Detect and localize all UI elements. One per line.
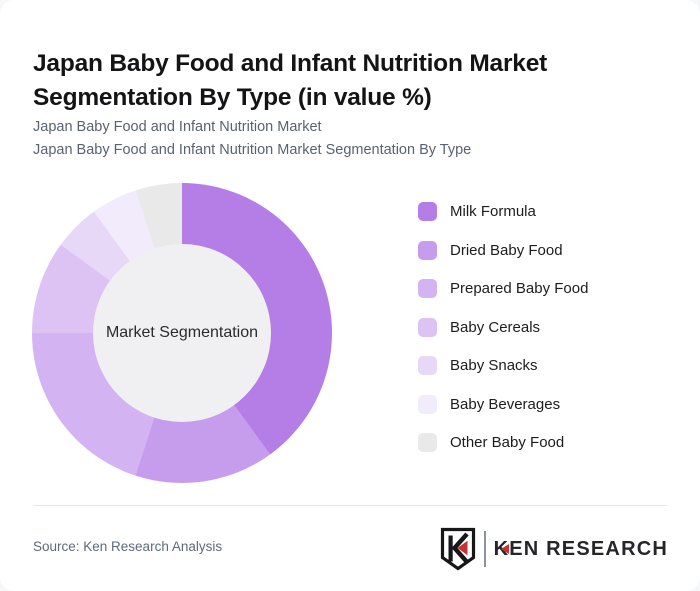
legend-swatch-icon	[418, 433, 437, 452]
chart-legend: Milk Formula Dried Baby Food Prepared Baby…	[418, 202, 588, 452]
legend-label: Baby Snacks	[450, 357, 538, 374]
legend-label: Dried Baby Food	[450, 241, 563, 259]
legend-item: Dried Baby Food	[418, 240, 588, 260]
legend-swatch-icon	[418, 394, 437, 414]
legend-item: Baby Beverages	[418, 394, 588, 414]
chart-subtitle: Japan Baby Food and Infant Nutrition Mar…	[33, 116, 663, 161]
legend-label: Baby Cereals	[450, 318, 541, 336]
legend-swatch-icon	[418, 202, 437, 221]
footer-divider	[33, 505, 667, 506]
wordmark-k: K	[493, 537, 510, 560]
shield-k-icon	[440, 527, 475, 571]
legend-label: Prepared Baby Food	[450, 280, 589, 297]
legend-item: Other Baby Food	[418, 433, 588, 452]
donut-center-label: Market Segmentation	[105, 324, 259, 341]
legend-label: Milk Formula	[450, 203, 536, 220]
legend-item: Baby Snacks	[418, 356, 588, 375]
page-title: Japan Baby Food and Infant Nutrition Mar…	[33, 50, 548, 112]
legend-label: Other Baby Food	[450, 434, 565, 451]
legend-item: Milk Formula	[418, 202, 588, 221]
legend-swatch-icon	[418, 317, 437, 337]
logo-wordmark: K EN RESEARCH	[493, 537, 668, 560]
legend-item: Prepared Baby Food	[418, 279, 588, 298]
legend-swatch-icon	[418, 356, 437, 375]
legend-swatch-icon	[418, 279, 437, 298]
subtitle-line-2: Japan Baby Food and Infant Nutrition Mar…	[33, 141, 472, 158]
legend-label: Baby Beverages	[450, 395, 561, 413]
donut-center: Market Segmentation	[93, 244, 271, 422]
source-note: Source: Ken Research Analysis	[33, 539, 223, 554]
red-triangle-icon	[500, 544, 509, 554]
legend-item: Baby Cereals	[418, 317, 588, 337]
legend-swatch-icon	[418, 240, 437, 260]
subtitle-line-1: Japan Baby Food and Infant Nutrition Mar…	[33, 119, 322, 135]
logo-divider	[483, 531, 486, 567]
ken-research-logo: K EN RESEARCH	[439, 527, 668, 571]
